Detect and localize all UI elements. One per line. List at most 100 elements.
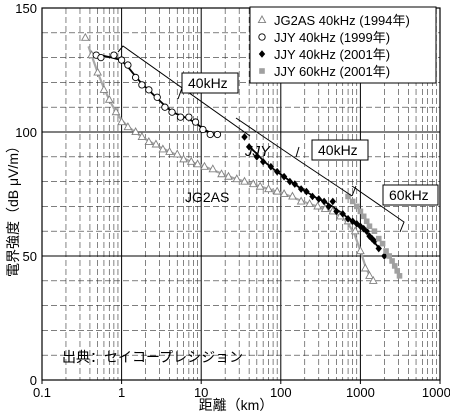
x-tick-label: 0.1 [33,385,51,400]
jjy-40khz-2001-point [245,143,253,151]
jjy-60khz-2001-point [360,213,367,220]
jjy-40khz-1999-point [206,130,214,139]
legend-box [249,6,437,84]
annotation-60khz: 60kHz [389,187,429,203]
legend-marker [257,15,267,24]
jjy-40khz-2001-point [320,197,328,206]
legend-label: JJY 60kHz (2001年) [274,64,390,79]
jg2as-40khz-1994-point [320,203,330,212]
jg2as-40khz-1994-point [80,32,90,41]
source-note: 出典：セイコープレシジョン [62,349,243,365]
legend-marker [259,68,265,74]
jjy-40khz-1999-point [185,113,193,121]
jjy-60khz-2001-point [345,193,351,200]
legend: JG2AS 40kHz (1994年) JJY 40kHz (1999年) JJY … [249,6,437,84]
jjy-40khz-1999-point [161,103,169,111]
jjy-40khz-1999-point [110,51,118,59]
jg2as-40khz-1994-point [232,174,242,183]
x-axis-label: 距離（km） [199,397,274,413]
annotation-bracket [351,185,405,233]
y-tick-label: 0 [30,373,37,388]
jjy-60khz-2001-point [394,268,401,274]
jjy-40khz-2001-point [286,177,294,186]
jjy-40khz-2001-point [375,244,382,253]
jjy-40khz-2001-point [267,162,275,171]
x-tick-label: 10 [194,385,208,400]
x-tick-label: 1 [118,385,125,400]
jjy-60khz-2001-point [375,235,382,242]
jg2as-40khz-1994-point [313,201,322,210]
jg2as-40khz-1994-point [248,179,258,188]
jg2as-40khz-1994-point [172,149,182,158]
jg2as-40khz-1994-point [288,191,297,200]
jjy-40khz-1999-point [124,61,132,69]
jjy-40khz-2001-point [381,252,388,260]
jg2as-40khz-1994-point [186,156,196,165]
annotation-brackets [117,45,439,233]
jjy-60khz-2001-point [386,253,392,259]
annotation-box-40khz-2001 [311,139,369,161]
legend-marker [258,50,266,58]
jjy-40khz-2001-point [333,207,340,216]
jjy-60khz-2001-point [389,258,395,264]
jg2as-40khz-1994-point [144,136,154,145]
annotation-box-40khz-1999 [181,72,239,94]
jjy-40khz-2001-point [315,195,322,203]
jjy-60khz-2001-point [363,218,370,225]
jjy-60khz-2001-point [379,240,386,247]
x-tick-label: 1000 [346,385,375,400]
jg2as-40khz-1994-point [356,246,365,255]
trend-line [249,146,380,250]
jjy-40khz-1999-point [97,53,105,62]
jjy-40khz-1999-point [191,118,200,126]
grid-lines [41,8,440,380]
annotation-bracket [295,146,300,158]
annotation-40khz-jjy-1999: 40kHz [188,75,228,91]
jjy-60khz-2001-point [391,263,398,269]
jg2as-40khz-1994-point [117,117,126,126]
jg2as-40khz-1994-point [255,181,265,190]
jjy-40khz-2001-point [241,133,248,141]
jjy-40khz-2001-point [259,157,267,166]
annotation-40khz-jjy-2001: 40kHz [318,142,358,158]
jjy-40khz-1999-point [138,81,146,89]
legend-label: JG2AS 40kHz (1994年) [274,13,410,28]
jjy-40khz-2001-point [297,185,305,193]
jg2as-40khz-1994-point [279,189,289,198]
jjy-40khz-1999-point [176,113,185,121]
legend-label: JJY 40kHz (1999年) [274,30,390,45]
jg2as-40khz-1994-point [272,186,282,195]
jjy-60khz-2001-point [357,208,364,215]
jjy-40khz-2001-point [363,227,370,235]
jjy-40khz-2001-point [291,180,299,188]
annotation-box-60khz [382,184,439,206]
jjy-40khz-2001-point [325,202,332,211]
jg2as-40khz-1994-point [151,139,161,148]
jjy-60khz-2001-point [371,228,378,234]
jjy-40khz-1999-point [199,125,207,134]
jg2as-40khz-1994-point [131,127,140,136]
jjy-40khz-1999-point [213,130,222,139]
jjy-60khz-2001-point [353,203,360,210]
jjy-40khz-1999-point [145,86,153,94]
jjy-40khz-2001-point [303,187,310,196]
jg2as-40khz-1994-point [360,263,370,272]
jjy-60khz-2001-point [366,223,373,230]
jg2as-40khz-1994-point [264,184,273,193]
jjy-60khz-2001-point [396,273,403,279]
jjy-40khz-2001-point [329,197,336,206]
jjy-40khz-1999-point [153,93,161,101]
annotation-jg2as: JG2AS [185,189,229,205]
jg2as-40khz-1994-point [99,84,109,93]
jg2as-40khz-1994-point [368,275,378,284]
y-tick-label: 100 [15,125,37,140]
jg2as-40khz-1994-point [93,67,102,76]
y-tick-label: 150 [15,1,37,16]
jjy-40khz-1999-point [131,73,140,82]
jjy-40khz-2001-point [309,192,316,201]
jg2as-40khz-1994-point [179,154,188,163]
jg2as-40khz-1994-point [165,146,174,155]
legend-marker [258,33,266,41]
